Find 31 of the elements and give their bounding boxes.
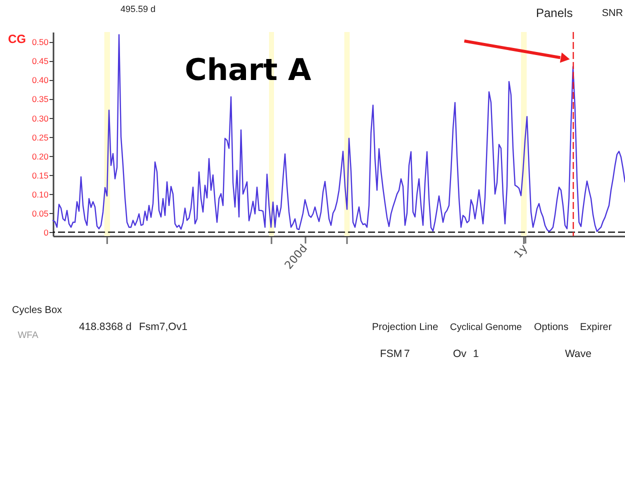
text: FSM [380,348,402,360]
y-tick-label: 0 [44,228,49,238]
text: Chart A [184,53,312,88]
line-series [52,34,625,232]
y-tick-label: 0.35 [32,94,49,104]
text: 418.8368 d [79,321,132,333]
y-tick-label: 0.45 [32,56,49,66]
y-tick-label: 0.15 [32,170,49,180]
y-tick-label: 0.50 [32,37,49,48]
x-tick-label: 1y [511,242,530,261]
y-tick-label: 0.20 [32,151,49,162]
y-tick-label: 0.40 [32,75,49,86]
text: Projection Line [372,322,439,333]
text: 7 [404,348,410,360]
text: SNR [602,8,623,19]
text: Wave [565,348,592,360]
text: Panels [536,6,573,20]
text: 495.59 d [120,4,156,14]
y-tick-label: 0.05 [32,208,49,219]
text: Options [534,322,568,333]
y-tick-label: 0.25 [32,132,49,142]
text: Cycles Box [12,305,62,316]
y-tick-label: 0.30 [32,113,49,124]
text: Cyclical Genome [450,322,522,333]
text: 1 [473,348,479,360]
text: Expirer [580,322,612,333]
text: WFA [18,330,39,341]
text: CG [8,32,26,46]
text: Ov [453,348,468,360]
y-tick-label: 0.10 [32,190,49,200]
text: Fsm7,Ov1 [139,321,188,333]
